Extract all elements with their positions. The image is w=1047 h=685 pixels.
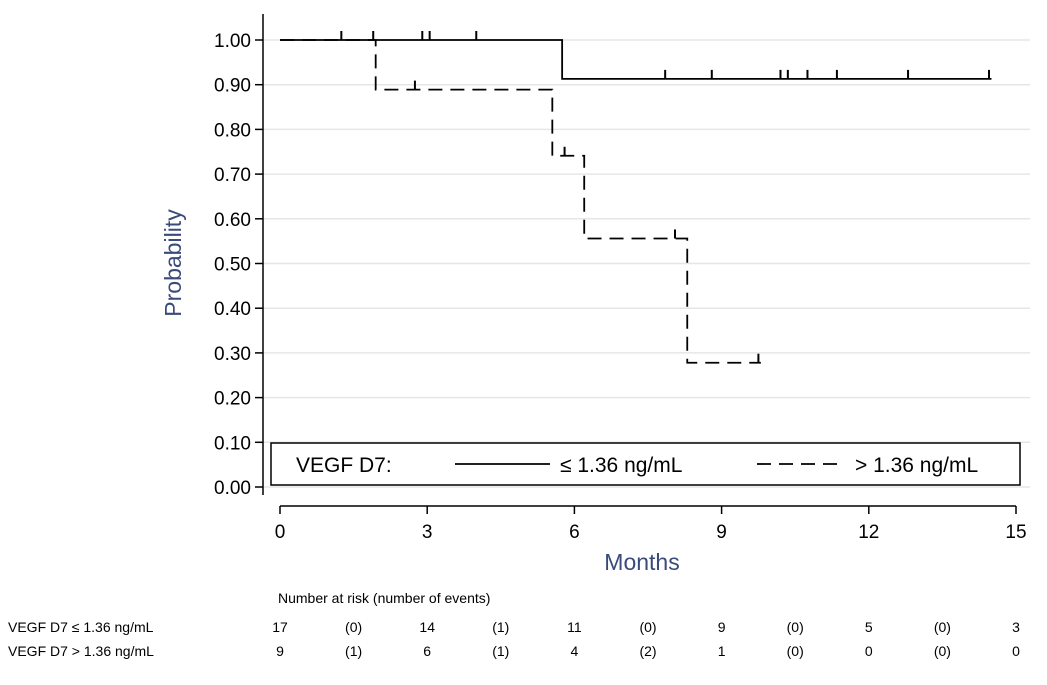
x-tick-label: 15 bbox=[1005, 522, 1026, 543]
y-tick-label: 0.30 bbox=[214, 344, 251, 365]
y-tick-label: 0.20 bbox=[214, 389, 251, 410]
risk-cell: (1) bbox=[345, 643, 362, 659]
x-axis-title: Months bbox=[604, 549, 679, 575]
risk-cell: 3 bbox=[1012, 619, 1020, 635]
risk-table-header: Number at risk (number of events) bbox=[278, 590, 490, 606]
risk-cell: 0 bbox=[865, 643, 873, 659]
risk-cell: 11 bbox=[567, 619, 582, 635]
risk-cell: 9 bbox=[276, 643, 284, 659]
x-tick-label: 3 bbox=[422, 522, 433, 543]
y-tick-label: 0.00 bbox=[214, 478, 251, 499]
y-tick-label: 0.80 bbox=[214, 120, 251, 141]
axes: 0.00 0.10 0.20 0.30 0.40 0.50 0.60 0.70 0.80 0.90… bbox=[214, 14, 1027, 543]
grid-lines bbox=[263, 39, 1030, 488]
risk-cell: (2) bbox=[639, 643, 656, 659]
series-high-line bbox=[280, 39, 761, 364]
risk-cell: (0) bbox=[345, 619, 362, 635]
y-tick-label: 0.10 bbox=[214, 433, 251, 454]
risk-table: Number at risk (number of events) VEGF D7… bbox=[8, 590, 1020, 659]
y-tick-label: 0.60 bbox=[214, 210, 251, 231]
y-tick-label: 1.00 bbox=[214, 31, 251, 52]
risk-row-label: VEGF D7 > 1.36 ng/mL bbox=[8, 643, 154, 659]
y-tick-label: 0.70 bbox=[214, 165, 251, 186]
risk-cell: (0) bbox=[639, 619, 656, 635]
risk-cell: 0 bbox=[1012, 643, 1020, 659]
risk-cell: (0) bbox=[934, 643, 951, 659]
x-tick-label: 12 bbox=[858, 522, 879, 543]
legend-title: VEGF D7: bbox=[296, 454, 392, 477]
legend-box bbox=[270, 442, 1021, 486]
y-tick-label: 0.40 bbox=[214, 299, 251, 320]
risk-cell: (1) bbox=[492, 643, 509, 659]
risk-cell: (0) bbox=[787, 643, 804, 659]
risk-cell: 5 bbox=[865, 619, 873, 635]
x-tick-label: 9 bbox=[716, 522, 727, 543]
series-low-line bbox=[280, 39, 992, 80]
risk-cell: (0) bbox=[934, 619, 951, 635]
risk-row-label: VEGF D7 ≤ 1.36 ng/mL bbox=[8, 619, 154, 635]
risk-cell: 1 bbox=[718, 643, 726, 659]
risk-cell: 17 bbox=[272, 619, 288, 635]
risk-cell: 14 bbox=[419, 619, 435, 635]
x-tick-label: 0 bbox=[275, 522, 286, 543]
risk-cell: (1) bbox=[492, 619, 509, 635]
legend: VEGF D7: ≤ 1.36 ng/mL > 1.36 ng/mL bbox=[270, 442, 1021, 486]
survival-curves bbox=[280, 31, 992, 364]
risk-cell: 6 bbox=[423, 643, 431, 659]
legend-entry-high: > 1.36 ng/mL bbox=[855, 454, 978, 477]
risk-cell: 4 bbox=[571, 643, 579, 659]
y-tick-label: 0.50 bbox=[214, 255, 251, 276]
y-tick-label: 0.90 bbox=[214, 76, 251, 97]
legend-entry-low: ≤ 1.36 ng/mL bbox=[560, 454, 682, 477]
y-axis-title: Probability bbox=[160, 209, 186, 317]
risk-cell: 9 bbox=[718, 619, 726, 635]
risk-cell: (0) bbox=[787, 619, 804, 635]
x-tick-label: 6 bbox=[569, 522, 580, 543]
